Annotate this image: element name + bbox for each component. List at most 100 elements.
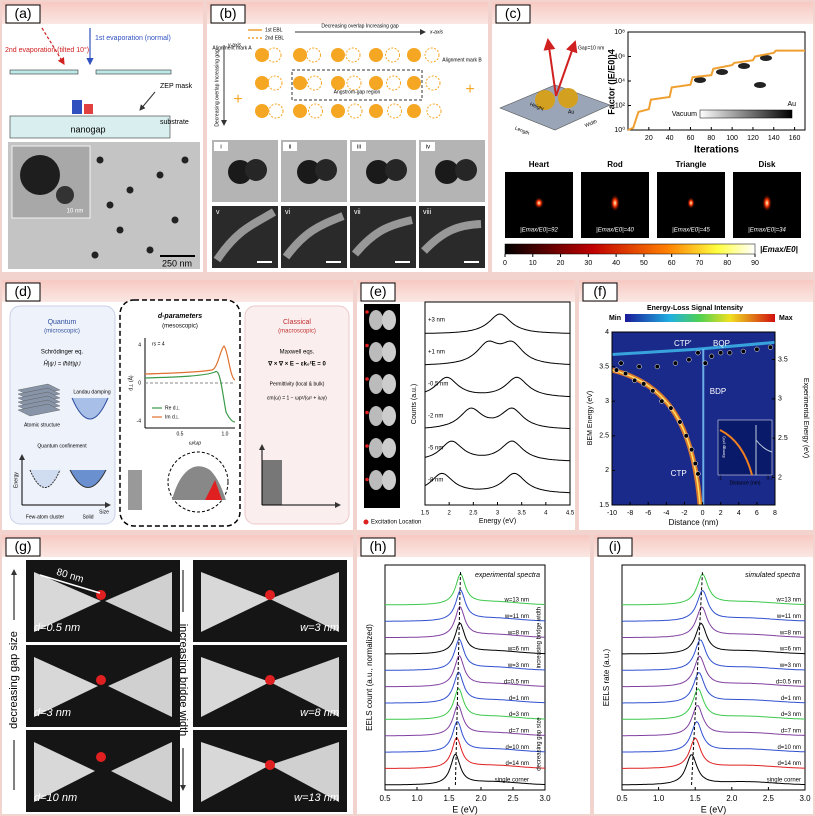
axis-label: EELS rate (a.u.) [602, 648, 611, 706]
disk [426, 103, 442, 119]
bowtie [111, 742, 172, 802]
y-tick-label: 3 [605, 398, 609, 405]
mark: + [233, 91, 242, 108]
spectrum [385, 638, 546, 671]
disk [307, 75, 322, 91]
colorbar-tick-label: 30 [584, 260, 592, 267]
data-point [613, 367, 620, 373]
box [244, 305, 350, 525]
legend-label: Excitation Location [371, 520, 421, 526]
x-tick-label: 1.0 [411, 794, 423, 803]
panel-label: (c) [505, 5, 521, 21]
dimer [369, 342, 383, 362]
mark: + [465, 81, 474, 98]
excitation [265, 675, 275, 685]
particle [116, 226, 124, 234]
panel-header [2, 535, 353, 557]
map [612, 332, 775, 505]
disk [268, 103, 284, 119]
excitation [265, 760, 275, 770]
y2-tick-label: 3 [778, 396, 782, 403]
particle [315, 159, 337, 181]
legend-label: w=6 nm [507, 647, 529, 653]
x-tick-label: -8 [627, 510, 633, 517]
hotspot [687, 197, 695, 209]
y-tick-label: 3.5 [599, 363, 609, 370]
spectrum [385, 736, 546, 769]
panel-label: (a) [14, 5, 31, 21]
y-tick-label: 10⁸ [614, 29, 625, 36]
axis-label: E (eV) [452, 804, 478, 814]
panel-label: (d) [14, 283, 31, 299]
panel-label: (f) [593, 283, 606, 299]
label: 1st EBL [265, 27, 283, 33]
mode-label: CTP' [674, 339, 692, 348]
x-tick-label: 8 [773, 510, 777, 517]
trace-label: -0.5 nm [428, 382, 448, 388]
x-tick-label: -4 [663, 510, 669, 517]
atomic-layer [17, 403, 61, 417]
dimer [382, 470, 396, 490]
numeral-box [283, 142, 297, 151]
spectrum [385, 671, 546, 704]
spectrum [424, 376, 570, 397]
label: v [216, 209, 220, 216]
y2-tick-label: 2 [778, 474, 782, 481]
label: 0.7 [767, 475, 774, 481]
spectrum [385, 622, 545, 655]
x-tick-label: 2.5 [763, 794, 775, 803]
plot-frame [621, 564, 806, 791]
data-point [632, 377, 638, 383]
label: Im d⊥ [165, 414, 179, 420]
axis-label: E (eV) [701, 804, 727, 814]
x-tick-label: -6 [645, 510, 651, 517]
label: Quantum confinement [37, 443, 87, 449]
data-point [683, 433, 689, 439]
label: d-parameters [158, 313, 202, 320]
label: 0 [138, 380, 141, 386]
legend-label: d=14 nm [777, 761, 801, 767]
x-tick-label: 2.5 [469, 511, 478, 517]
legend-label: w=8 nm [507, 630, 529, 636]
excitation [365, 477, 369, 482]
label: 4 [138, 342, 141, 348]
particle [91, 251, 99, 259]
label: x-axis [429, 29, 444, 35]
panel-label-box [495, 4, 531, 24]
legend-dot [363, 519, 369, 525]
data-point [702, 360, 708, 366]
shape-title: Disk [759, 160, 776, 169]
colorbar [625, 314, 775, 322]
spectrum [424, 407, 571, 430]
substrate [499, 84, 611, 131]
label: 1st evaporation (normal) [95, 35, 171, 42]
label: ZEP mask [160, 83, 193, 90]
band [755, 425, 773, 475]
arrow [41, 27, 65, 66]
axis-label: Counts (a.u.) [411, 384, 418, 424]
shape-icon [738, 63, 750, 69]
x-tick-label: 1.0 [653, 794, 665, 803]
label: (mesoscopic) [162, 324, 198, 330]
bowtie [105, 572, 172, 632]
plot-frame [384, 564, 546, 791]
label: vii [354, 209, 361, 216]
data-point [727, 350, 733, 356]
spectrum [424, 313, 571, 334]
spectrum [385, 720, 546, 753]
nanoparticle [535, 90, 555, 110]
spectrum [424, 440, 571, 462]
legend-label: d=3 nm [781, 712, 801, 718]
label: Height [529, 102, 545, 113]
y-tick-label: 4 [605, 329, 609, 336]
panel-header [594, 535, 813, 557]
mask [9, 69, 79, 75]
label: viii [423, 209, 432, 216]
spectrum [385, 687, 546, 720]
colorbar-tick-label: 40 [612, 260, 620, 267]
legend-label: single corner [495, 778, 529, 784]
plot-title: experimental spectra [475, 572, 540, 579]
x-tick-label: 120 [747, 135, 759, 142]
label: Size [99, 509, 109, 515]
disk [425, 75, 441, 91]
